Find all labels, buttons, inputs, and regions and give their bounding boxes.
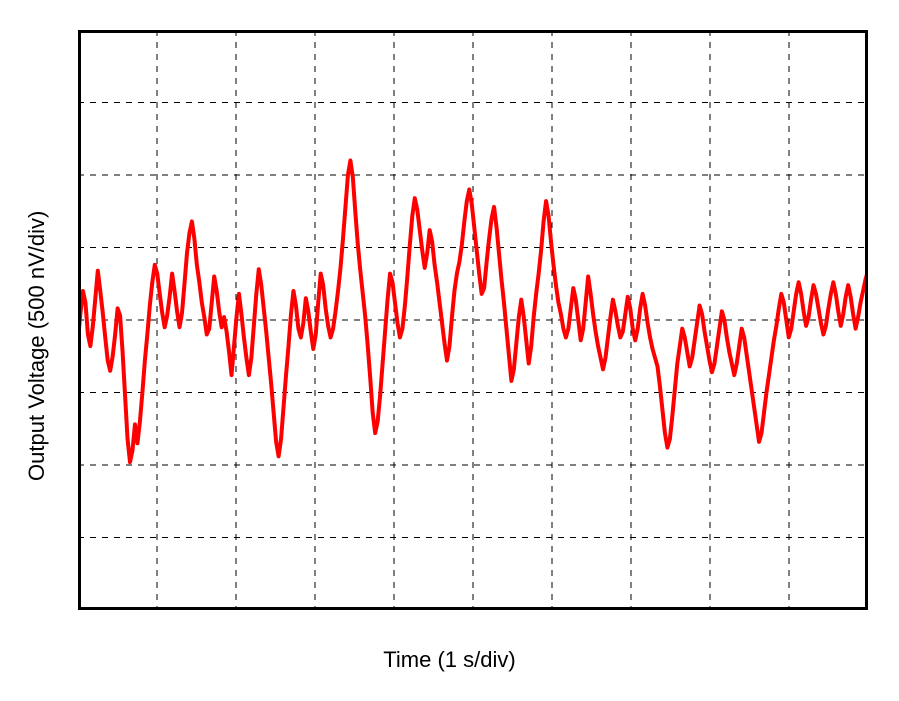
oscilloscope-plot <box>78 30 868 610</box>
x-axis-label: Time (1 s/div) <box>0 647 899 673</box>
plot-area <box>78 30 868 610</box>
y-axis-label: Output Voltage (500 nV/div) <box>24 210 50 480</box>
chart-page: Output Voltage (500 nV/div) Time (1 s/di… <box>0 0 899 701</box>
